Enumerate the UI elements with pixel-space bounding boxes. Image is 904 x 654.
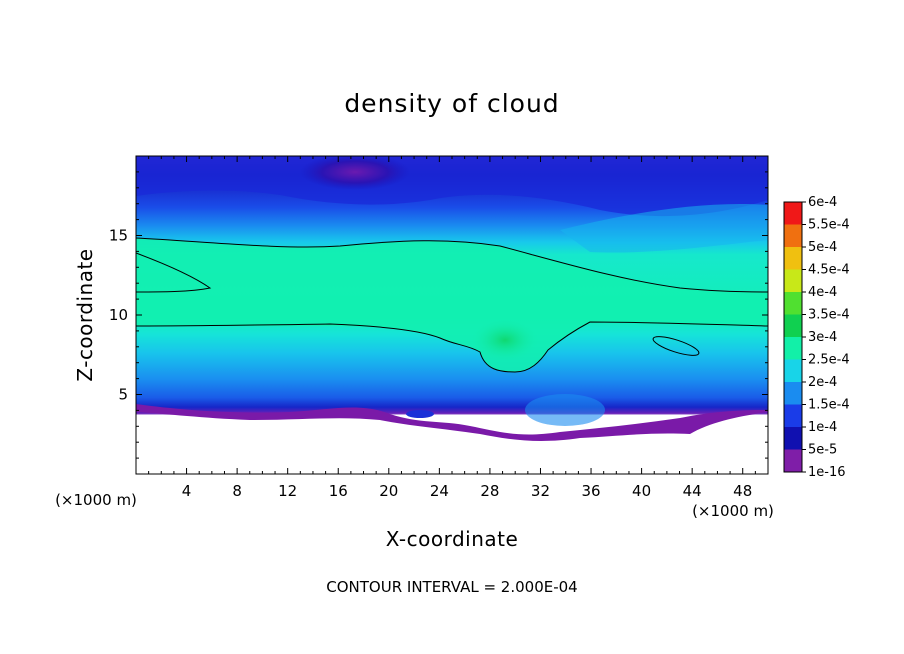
y-axis-title: Z-coordinate bbox=[73, 248, 97, 381]
x-tick-label: 40 bbox=[632, 482, 651, 500]
colorbar: 1e-16 5e-5 1e-4 1.5e-4 2e-4 2.5e-4 3e-4 3.5e-4 4… bbox=[783, 195, 850, 480]
x-tick-label: 36 bbox=[581, 482, 600, 500]
upper-purple-core bbox=[300, 156, 410, 190]
colorbar-label: 2.5e-4 bbox=[808, 353, 850, 368]
colorbar-swatch bbox=[784, 269, 802, 292]
colorbar-swatch bbox=[784, 292, 802, 315]
upper-dark-lobe bbox=[136, 156, 768, 217]
colorbar-swatch bbox=[784, 449, 802, 472]
colorbar-swatch bbox=[784, 202, 802, 225]
y-tick-label: 15 bbox=[109, 227, 128, 245]
contour-upper bbox=[136, 237, 768, 293]
colorbar-label: 5e-4 bbox=[808, 240, 837, 255]
contour-small-island bbox=[652, 336, 700, 356]
colorbar-swatch bbox=[784, 427, 802, 450]
contour-left-lobe bbox=[136, 252, 212, 293]
colorbar-label: 2e-4 bbox=[808, 375, 837, 390]
colorbar-label: 5.5e-4 bbox=[808, 218, 850, 233]
chart-title: density of cloud bbox=[344, 89, 559, 118]
x-tick-label: 20 bbox=[379, 482, 398, 500]
x-tick-label: 4 bbox=[182, 482, 192, 500]
x-tick-label: 24 bbox=[430, 482, 449, 500]
colorbar-swatch bbox=[784, 337, 802, 360]
x-unit-left: (×1000 m) bbox=[55, 491, 137, 509]
x-axis-ticks: 4 8 12 16 20 24 28 32 36 40 44 48 bbox=[148, 156, 756, 500]
x-tick-label: 12 bbox=[278, 482, 297, 500]
lower-arc-feature bbox=[525, 394, 605, 426]
x-tick-label: 44 bbox=[683, 482, 702, 500]
colorbar-label: 6e-4 bbox=[808, 195, 837, 210]
colorbar-label: 1e-4 bbox=[808, 420, 837, 435]
x-tick-label: 28 bbox=[480, 482, 499, 500]
colorbar-swatch bbox=[784, 314, 802, 337]
colorbar-label: 3e-4 bbox=[808, 330, 837, 345]
lower-blue-spot bbox=[406, 410, 434, 418]
green-layer bbox=[136, 238, 768, 372]
x-tick-label: 16 bbox=[329, 482, 348, 500]
contour-field bbox=[136, 156, 768, 474]
colorbar-label: 4.5e-4 bbox=[808, 263, 850, 278]
x-tick-label: 32 bbox=[531, 482, 550, 500]
colorbar-label: 5e-5 bbox=[808, 443, 837, 458]
x-axis-title: X-coordinate bbox=[386, 527, 519, 551]
green-core bbox=[470, 318, 540, 362]
x-tick-label: 8 bbox=[232, 482, 242, 500]
lower-purple-edge bbox=[136, 404, 768, 441]
colorbar-swatch bbox=[784, 382, 802, 405]
contour-interval-note: CONTOUR INTERVAL = 2.000E-04 bbox=[326, 578, 577, 596]
colorbar-swatch bbox=[784, 359, 802, 382]
colorbar-label: 1e-16 bbox=[808, 465, 846, 480]
contour-lower bbox=[136, 321, 768, 373]
contour-lines bbox=[136, 237, 768, 373]
colorbar-label: 1.5e-4 bbox=[808, 398, 850, 413]
colorbar-swatch bbox=[784, 404, 802, 427]
colorbar-swatch bbox=[784, 247, 802, 270]
x-tick-label: 48 bbox=[733, 482, 752, 500]
colorbar-label: 3.5e-4 bbox=[808, 308, 850, 323]
upper-right-wave bbox=[560, 204, 768, 253]
colorbar-label: 4e-4 bbox=[808, 285, 837, 300]
y-axis-ticks: 5 10 15 bbox=[109, 171, 768, 459]
y-tick-label: 10 bbox=[109, 306, 128, 324]
x-unit-right: (×1000 m) bbox=[692, 502, 774, 520]
colorbar-swatch bbox=[784, 224, 802, 247]
y-tick-label: 5 bbox=[118, 386, 128, 404]
